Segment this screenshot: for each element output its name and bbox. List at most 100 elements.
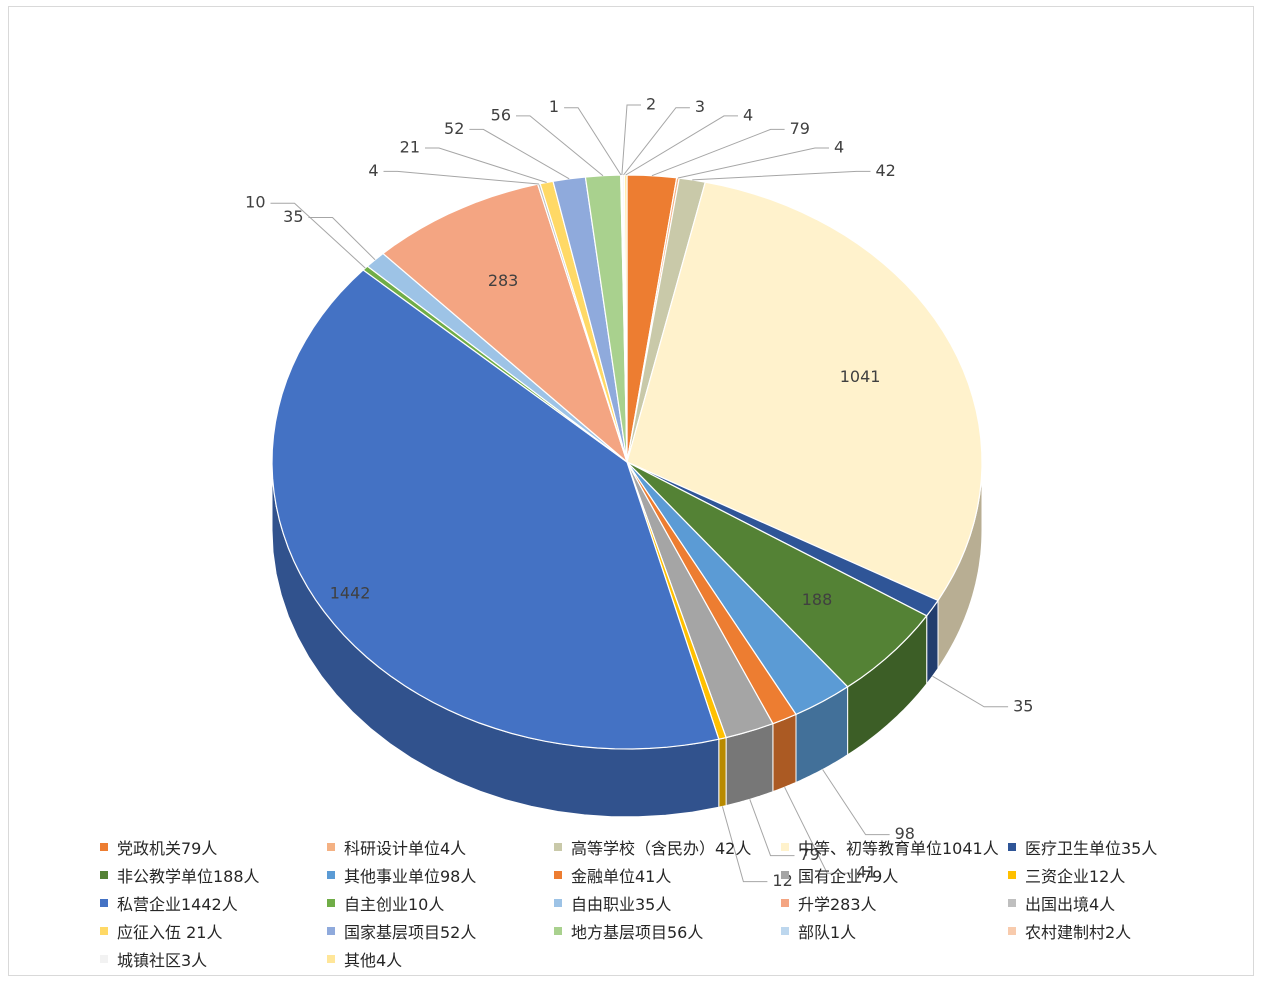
leader-line-8 bbox=[749, 799, 795, 857]
legend-swatch bbox=[327, 927, 335, 935]
pie-slice-10 bbox=[271, 269, 720, 750]
legend-label: 非公教学单位188人 bbox=[117, 867, 260, 886]
data-label-12: 35 bbox=[283, 207, 303, 226]
leader-line-21 bbox=[625, 115, 738, 176]
legend-item: 国家基层项目52人 bbox=[327, 920, 554, 942]
data-label-17: 56 bbox=[491, 105, 511, 124]
legend-label: 应征入伍 21人 bbox=[117, 923, 223, 942]
legend-item: 其他事业单位98人 bbox=[327, 864, 554, 886]
legend-swatch bbox=[554, 871, 562, 879]
leader-line-2 bbox=[692, 170, 871, 181]
legend-swatch bbox=[781, 927, 789, 935]
leader-line-9 bbox=[721, 806, 768, 883]
data-label-2: 42 bbox=[876, 161, 896, 180]
legend-item: 升学283人 bbox=[781, 892, 1008, 914]
legend-item: 部队1人 bbox=[781, 920, 1008, 942]
legend-label: 科研设计单位4人 bbox=[344, 839, 467, 858]
legend-label: 私营企业1442人 bbox=[117, 895, 238, 914]
legend-item: 中等、初等教育单位1041人 bbox=[781, 836, 1008, 858]
legend-label: 其他事业单位98人 bbox=[344, 867, 477, 886]
legend-item: 非公教学单位188人 bbox=[100, 864, 327, 886]
legend-swatch bbox=[100, 843, 108, 851]
legend-item: 国有企业79人 bbox=[781, 864, 1008, 886]
leader-line-1 bbox=[677, 147, 829, 179]
data-label-20: 3 bbox=[695, 97, 705, 116]
legend-item: 高等学校（含民办）42人 bbox=[554, 836, 781, 858]
legend-swatch bbox=[781, 871, 789, 879]
legend-label: 党政机关79人 bbox=[117, 839, 218, 858]
legend-swatch bbox=[100, 899, 108, 907]
legend-label: 出国出境4人 bbox=[1025, 895, 1116, 914]
data-label-14: 4 bbox=[368, 161, 378, 180]
legend-swatch bbox=[781, 843, 789, 851]
leader-line-19 bbox=[621, 104, 641, 176]
legend-item: 党政机关79人 bbox=[100, 836, 327, 858]
data-label-13: 283 bbox=[488, 271, 519, 290]
legend-swatch bbox=[1008, 927, 1016, 935]
legend-label: 医疗卫生单位35人 bbox=[1025, 839, 1158, 858]
leader-line-16 bbox=[469, 128, 570, 180]
legend-label: 农村建制村2人 bbox=[1025, 923, 1132, 942]
legend-swatch bbox=[554, 843, 562, 851]
legend-label: 国家基层项目52人 bbox=[344, 923, 477, 942]
data-label-1: 4 bbox=[834, 138, 844, 157]
legend-label: 高等学校（含民办）42人 bbox=[571, 839, 752, 858]
legend-item: 医疗卫生单位35人 bbox=[1008, 836, 1235, 858]
legend-label: 城镇社区3人 bbox=[117, 951, 208, 970]
legend-swatch bbox=[327, 955, 335, 963]
legend-label: 自由职业35人 bbox=[571, 895, 672, 914]
data-label-11: 10 bbox=[245, 193, 265, 212]
leader-line-11 bbox=[270, 202, 366, 269]
data-label-16: 52 bbox=[444, 119, 464, 138]
legend-swatch bbox=[327, 899, 335, 907]
data-label-21: 4 bbox=[743, 105, 753, 124]
legend-swatch bbox=[1008, 843, 1016, 851]
legend-label: 升学283人 bbox=[798, 895, 877, 914]
leader-line-0 bbox=[651, 128, 785, 177]
leader-line-17 bbox=[516, 115, 604, 177]
legend-swatch bbox=[100, 955, 108, 963]
legend-item: 城镇社区3人 bbox=[100, 948, 327, 970]
legend-item: 地方基层项目56人 bbox=[554, 920, 781, 942]
pie-side-7 bbox=[772, 713, 797, 793]
legend-label: 中等、初等教育单位1041人 bbox=[798, 839, 999, 858]
data-label-10: 1442 bbox=[330, 584, 371, 603]
pie-slice-5 bbox=[626, 461, 928, 688]
legend: 党政机关79人 科研设计单位4人 高等学校（含民办）42人 中等、初等教育单位1041… bbox=[100, 836, 1220, 970]
legend-item: 三资企业12人 bbox=[1008, 864, 1235, 886]
legend-swatch bbox=[327, 871, 335, 879]
legend-label: 地方基层项目56人 bbox=[571, 923, 704, 942]
leader-line-14 bbox=[383, 170, 539, 185]
data-label-18: 1 bbox=[549, 97, 559, 116]
legend-label: 金融单位41人 bbox=[571, 867, 672, 886]
data-label-4: 35 bbox=[1013, 696, 1033, 715]
legend-item: 出国出境4人 bbox=[1008, 892, 1235, 914]
data-label-6: 98 bbox=[895, 824, 915, 843]
legend-item: 应征入伍 21人 bbox=[100, 920, 327, 942]
legend-swatch bbox=[554, 899, 562, 907]
leader-line-15 bbox=[425, 147, 547, 183]
data-label-7: 41 bbox=[856, 863, 876, 882]
legend-item: 其他4人 bbox=[327, 948, 554, 970]
leader-line-18 bbox=[564, 107, 622, 176]
leader-line-12 bbox=[308, 217, 376, 261]
legend-swatch bbox=[100, 871, 108, 879]
legend-label: 国有企业79人 bbox=[798, 867, 899, 886]
legend-swatch bbox=[1008, 899, 1016, 907]
legend-swatch bbox=[781, 899, 789, 907]
pie-side-9 bbox=[718, 736, 727, 808]
legend-item: 农村建制村2人 bbox=[1008, 920, 1235, 942]
data-label-19: 2 bbox=[646, 95, 656, 114]
data-label-5: 188 bbox=[802, 590, 833, 609]
leader-line-7 bbox=[784, 786, 852, 874]
legend-item: 金融单位41人 bbox=[554, 864, 781, 886]
leader-line-6 bbox=[822, 769, 890, 836]
pie-slice-13 bbox=[382, 183, 629, 464]
legend-item: 自主创业10人 bbox=[327, 892, 554, 914]
legend-swatch bbox=[100, 927, 108, 935]
legend-item: 科研设计单位4人 bbox=[327, 836, 554, 858]
leader-line-4 bbox=[932, 675, 1009, 708]
legend-swatch bbox=[327, 843, 335, 851]
data-label-15: 21 bbox=[400, 138, 420, 157]
